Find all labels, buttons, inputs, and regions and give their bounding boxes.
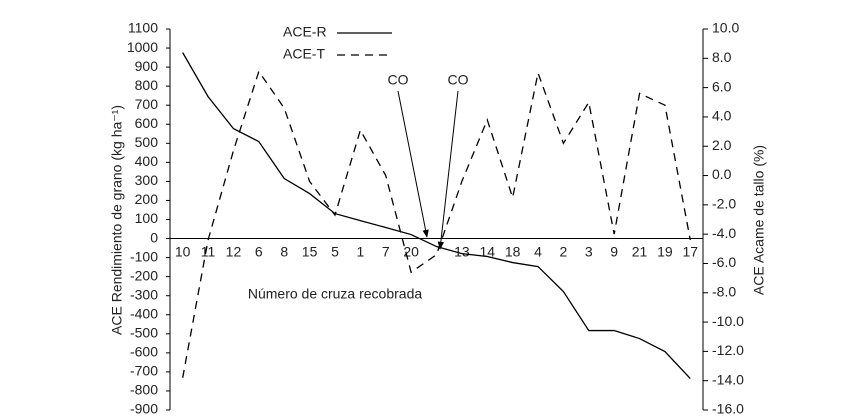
y-tick-label: -800 (130, 382, 158, 398)
x-axis-label: Número de cruza recobrada (248, 286, 423, 302)
legend-label: ACE-T (283, 46, 325, 62)
y-tick-label: -700 (130, 363, 158, 379)
x-tick-label: 20 (403, 243, 419, 259)
x-tick-label: 10 (175, 243, 191, 259)
y-tick-label: -200 (130, 267, 158, 283)
annotation-arrow (397, 90, 429, 238)
y2-tick-label: 2.0 (712, 137, 732, 153)
annotation: CO (448, 72, 469, 88)
y2-tick-label: -12.0 (712, 342, 744, 358)
y-tick-label: -500 (130, 325, 158, 341)
x-tick-label: 4 (534, 243, 542, 259)
x-tick-label: 6 (255, 243, 263, 259)
series-line (182, 70, 691, 378)
y2-tick-label: -14.0 (712, 371, 744, 387)
x-tick-label: 17 (683, 243, 699, 259)
x-tick-label: 14 (479, 243, 495, 259)
y-tick-label: 500 (135, 134, 159, 150)
y-tick-label: 1100 (128, 20, 158, 36)
y-tick-label: 800 (135, 77, 159, 93)
x-tick-label: 19 (657, 243, 673, 259)
y2-tick-label: 0.0 (712, 166, 732, 182)
y-tick-label: 200 (135, 191, 159, 207)
y2-tick-label: -8.0 (712, 283, 736, 299)
series-line (182, 52, 691, 380)
x-tick-label: 1 (356, 243, 364, 259)
y2-tick-label: 4.0 (712, 108, 732, 124)
y-tick-label: 1000 (127, 39, 158, 55)
y2-tick-label: 8.0 (712, 49, 732, 65)
y2-tick-label: 6.0 (712, 78, 732, 94)
x-tick-label: 8 (280, 243, 288, 259)
y2-tick-label: 10.0 (712, 20, 739, 36)
annotation: CO (388, 72, 409, 88)
legend-label: ACE-R (283, 24, 327, 40)
y2-tick-label: -6.0 (712, 254, 736, 270)
y-tick-label: -600 (130, 344, 158, 360)
y-axis-label: ACE Rendimiento de grano (kg ha⁻¹) (109, 105, 125, 335)
y-tick-label: 600 (135, 115, 159, 131)
x-tick-label: 2 (560, 243, 568, 259)
y-tick-label: -400 (130, 305, 158, 321)
y-tick-label: 400 (135, 153, 159, 169)
x-tick-label: 13 (454, 243, 470, 259)
y-tick-label: 100 (135, 210, 159, 226)
y-tick-label: 900 (135, 58, 159, 74)
x-tick-label: 7 (382, 243, 390, 259)
x-tick-label: 12 (226, 243, 242, 259)
y2-tick-label: -16.0 (712, 401, 744, 417)
x-tick-label: 15 (302, 243, 318, 259)
y-tick-label: 0 (150, 229, 158, 245)
x-tick-label: 5 (331, 243, 339, 259)
y2-tick-label: -4.0 (712, 225, 736, 241)
y2-tick-label: -10.0 (712, 313, 744, 329)
x-tick-label: 21 (632, 243, 648, 259)
x-tick-label: 18 (505, 243, 521, 259)
annotation-arrow (437, 90, 459, 250)
x-tick-label: 3 (585, 243, 593, 259)
y-tick-label: -100 (130, 248, 158, 264)
y-tick-label: 700 (135, 96, 159, 112)
y-tick-label: 300 (135, 172, 159, 188)
y2-tick-label: -2.0 (712, 196, 736, 212)
y2-axis-label: ACE Acame de tallo (%) (751, 145, 767, 295)
y-tick-label: -900 (130, 401, 158, 417)
x-tick-label: 11 (201, 243, 216, 259)
y-tick-label: -300 (130, 286, 158, 302)
x-tick-label: 9 (610, 243, 618, 259)
